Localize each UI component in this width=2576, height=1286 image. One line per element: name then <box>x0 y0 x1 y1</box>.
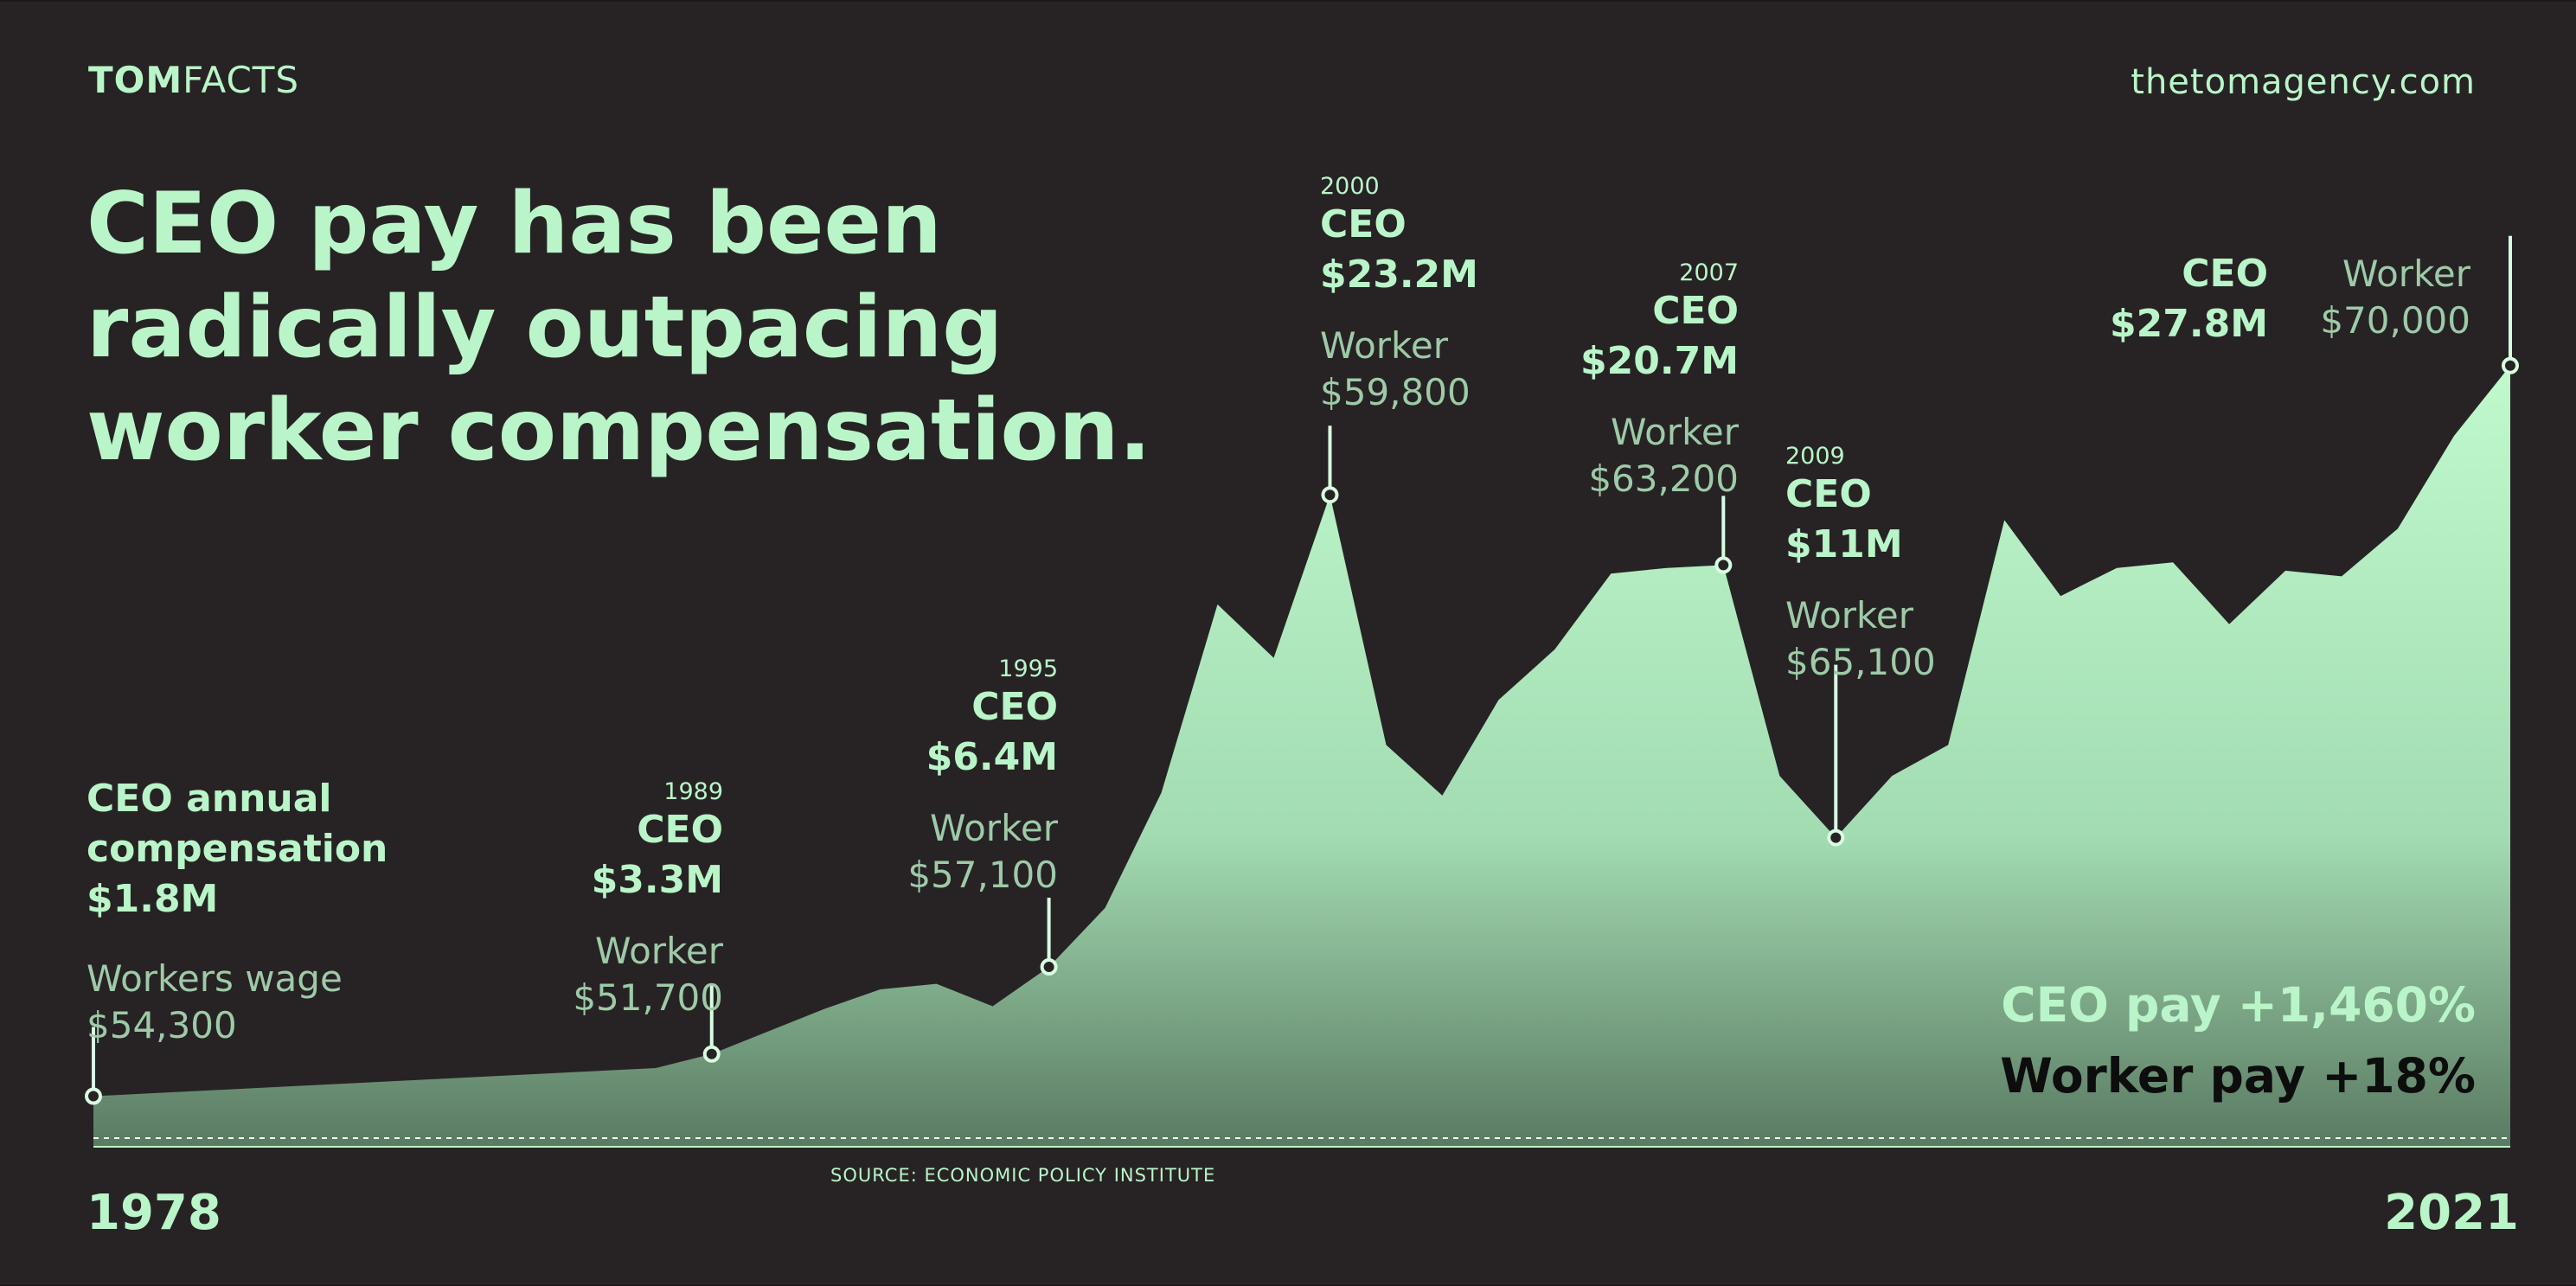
brand-logo: TOMFACTS <box>88 59 299 101</box>
brand-bold: TOM <box>88 59 183 101</box>
ann-1978-ceo-value: $1.8M <box>87 877 219 922</box>
ann-1978-worker-value: $54,300 <box>87 1003 237 1046</box>
brand-light: FACTS <box>183 59 300 101</box>
ann-2000-year: 2000 <box>1320 173 1380 200</box>
ann-2007-worker-label: Worker <box>1611 411 1739 454</box>
ceo-pay-area <box>93 365 2510 1147</box>
ann-2009-year: 2009 <box>1785 443 1845 470</box>
ann-2009-ceo-value: $11M <box>1785 522 1903 567</box>
annotation-1978: CEO annual compensation $1.8M Workers wa… <box>87 774 450 1049</box>
ann-1989-ceo-value: $3.3M <box>591 858 723 903</box>
ann-1989-ceo-label: CEO <box>637 808 723 852</box>
ann-1995-worker-label: Worker <box>930 807 1058 850</box>
ann-2021-ceo-label: CEO <box>2182 252 2268 296</box>
site-url: thetomagency.com <box>2131 62 2476 102</box>
marker-1989 <box>702 1045 721 1063</box>
annotation-2009: 2009 CEO $11M Worker $65,100 <box>1785 443 1936 686</box>
marker-2021 <box>2502 356 2519 374</box>
ann-2007-year: 2007 <box>1679 259 1739 286</box>
annotation-1995: 1995 CEO $6.4M Worker $57,100 <box>907 656 1058 899</box>
bottom-border <box>0 1284 2576 1286</box>
marker-2009 <box>1827 829 1845 847</box>
source-note: SOURCE: ECONOMIC POLICY INSTITUTE <box>830 1165 1216 1186</box>
x-axis-end-label: 2021 <box>2384 1185 2519 1241</box>
ann-2009-worker-value: $65,100 <box>1785 640 1936 683</box>
annotation-2000: 2000 CEO $23.2M Worker $59,800 <box>1320 173 1478 416</box>
marker-2000 <box>1321 486 1339 504</box>
ann-1978-worker-label: Workers wage <box>87 957 343 1001</box>
ann-2000-ceo-label: CEO <box>1320 202 1407 246</box>
ann-1989-worker-label: Worker <box>595 930 723 973</box>
marker-1995 <box>1040 958 1058 976</box>
ann-1978-ceo-label: CEO annual compensation <box>87 777 388 872</box>
ann-2021-worker-label: Worker <box>2342 253 2470 295</box>
x-axis-start-label: 1978 <box>87 1185 221 1241</box>
ann-2000-worker-label: Worker <box>1320 324 1448 368</box>
headline: CEO pay has been radically outpacing wor… <box>87 175 1151 481</box>
ann-1989-year: 1989 <box>663 778 723 805</box>
ann-2009-worker-label: Worker <box>1785 594 1913 637</box>
ann-2000-worker-value: $59,800 <box>1320 370 1471 413</box>
annotation-1989: 1989 CEO $3.3M Worker $51,700 <box>573 778 723 1021</box>
ann-2000-ceo-value: $23.2M <box>1320 253 1478 298</box>
ann-1995-year: 1995 <box>998 656 1058 682</box>
ann-2007-worker-value: $63,200 <box>1588 457 1739 500</box>
ann-2007-ceo-value: $20.7M <box>1580 339 1739 384</box>
marker-2007 <box>1714 556 1733 574</box>
ann-1995-ceo-value: $6.4M <box>926 735 1058 780</box>
summary-ceo-pay: CEO pay +1,460% <box>2001 977 2476 1033</box>
ann-2007-ceo-label: CEO <box>1652 289 1739 333</box>
marker-1978 <box>85 1087 102 1105</box>
ann-2009-ceo-label: CEO <box>1785 472 1872 516</box>
ann-1995-worker-value: $57,100 <box>907 853 1058 896</box>
ann-2021-ceo-value: $27.8M <box>2110 302 2268 347</box>
annotation-2021-ceo: CEO $27.8M <box>2110 249 2268 349</box>
top-border <box>0 0 2576 2</box>
summary-worker-pay: Worker pay +18% <box>2000 1048 2476 1104</box>
ann-1989-worker-value: $51,700 <box>573 976 723 1019</box>
annotation-2007: 2007 CEO $20.7M Worker $63,200 <box>1580 259 1739 502</box>
ann-1995-ceo-label: CEO <box>971 685 1058 729</box>
annotation-2021-worker: Worker $70,000 <box>2320 251 2470 344</box>
ann-2021-worker-value: $70,000 <box>2320 298 2470 342</box>
